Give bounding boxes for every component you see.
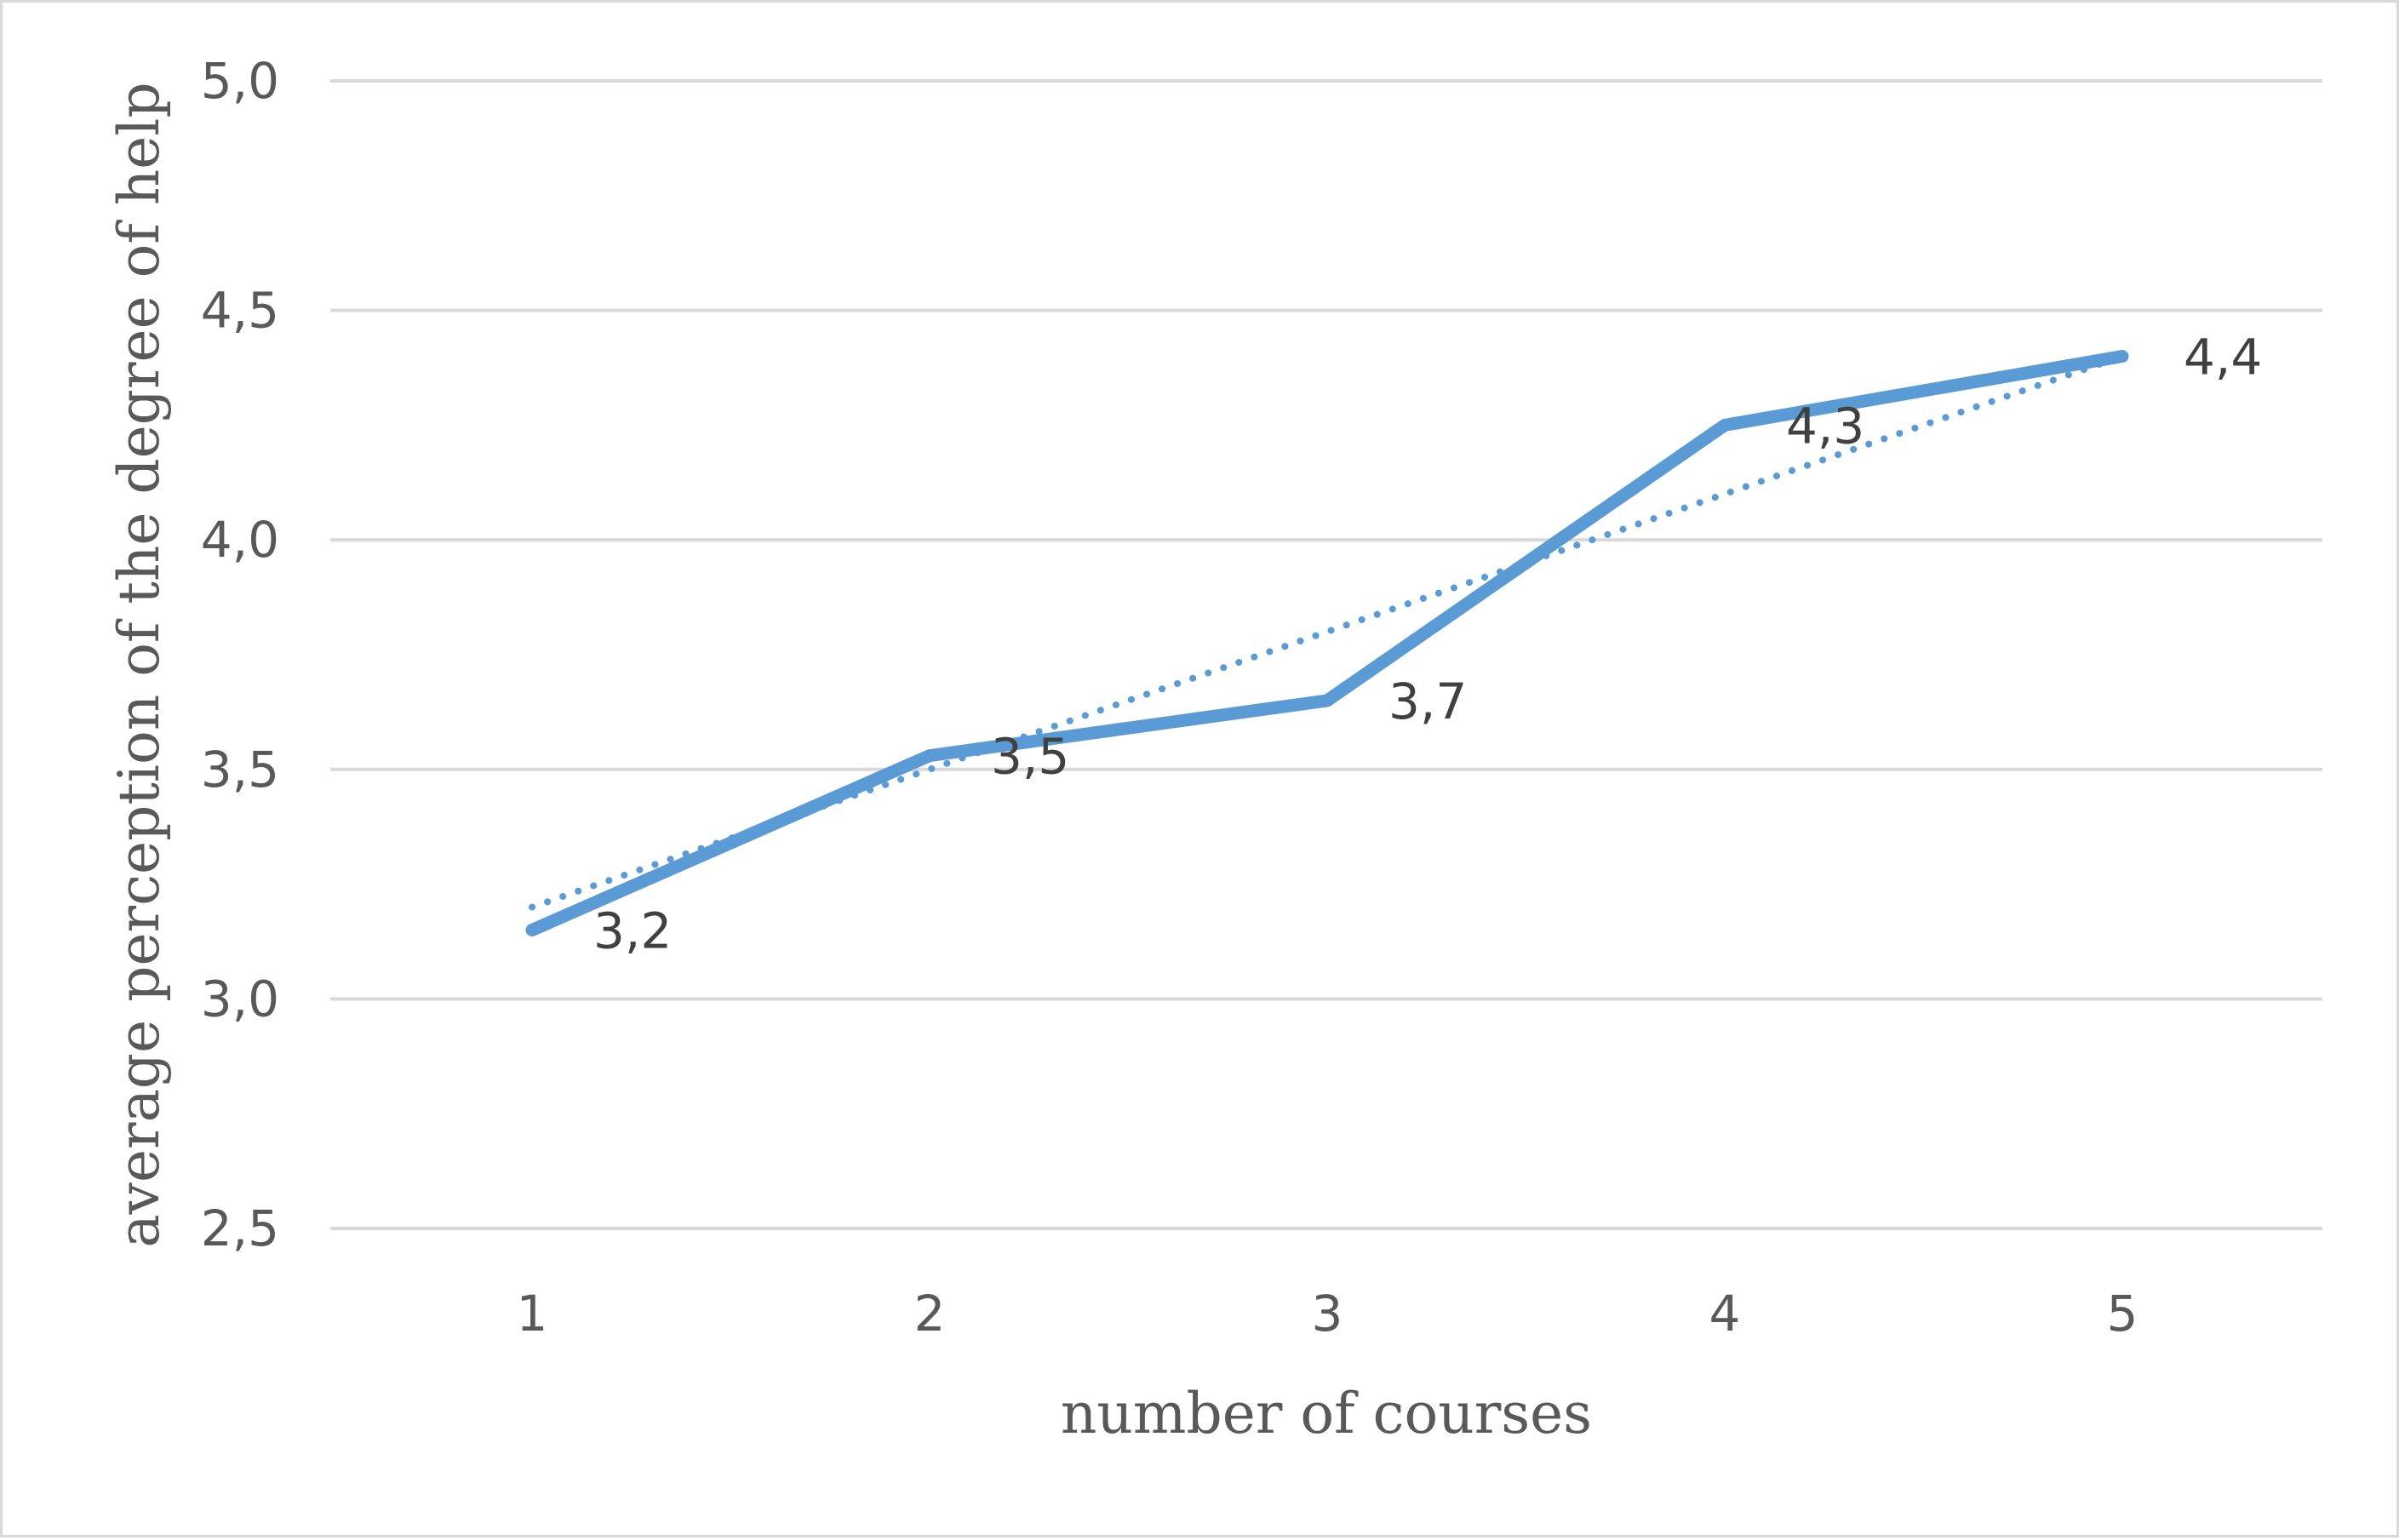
x-axis-title: number of courses [1061, 1381, 1592, 1446]
data-point [2121, 354, 2124, 358]
x-tick-label: 3 [1312, 1285, 1343, 1342]
data-point [1723, 423, 1726, 427]
y-tick-label: 3,5 [201, 741, 279, 799]
line-chart: 2,5 3,0 3,5 4,0 4,5 5,0 1 2 3 4 5 3,2 3,5 3,7 4,3 4,4… [106, 52, 2322, 1446]
y-tick-label: 4,0 [201, 511, 279, 569]
y-axis-ticks: 2,5 3,0 3,5 4,0 4,5 5,0 [201, 52, 279, 1257]
data-label: 4,4 [2184, 329, 2262, 386]
x-axis-ticks: 1 2 3 4 5 [517, 1285, 2138, 1342]
x-tick-label: 5 [2107, 1285, 2138, 1342]
x-tick-label: 2 [914, 1285, 946, 1342]
data-label: 4,3 [1786, 397, 1864, 455]
data-label: 3,2 [593, 902, 672, 960]
x-tick-label: 1 [517, 1285, 548, 1342]
data-label: 3,5 [991, 728, 1069, 786]
data-point [1325, 698, 1329, 702]
series-line-path [525, 350, 2129, 937]
y-tick-label: 3,0 [201, 970, 279, 1028]
data-point [530, 928, 534, 932]
data-labels: 3,2 3,5 3,7 4,3 4,4 [593, 329, 2262, 960]
gridlines [330, 79, 2322, 1230]
data-label: 3,7 [1388, 673, 1467, 730]
x-tick-label: 4 [1709, 1285, 1741, 1342]
y-tick-label: 4,5 [201, 282, 279, 340]
y-tick-label: 5,0 [201, 52, 279, 110]
data-point [928, 753, 931, 758]
y-axis-title: average perception of the degree of help [106, 82, 172, 1247]
y-tick-label: 2,5 [201, 1199, 279, 1257]
series-line [525, 350, 2129, 937]
